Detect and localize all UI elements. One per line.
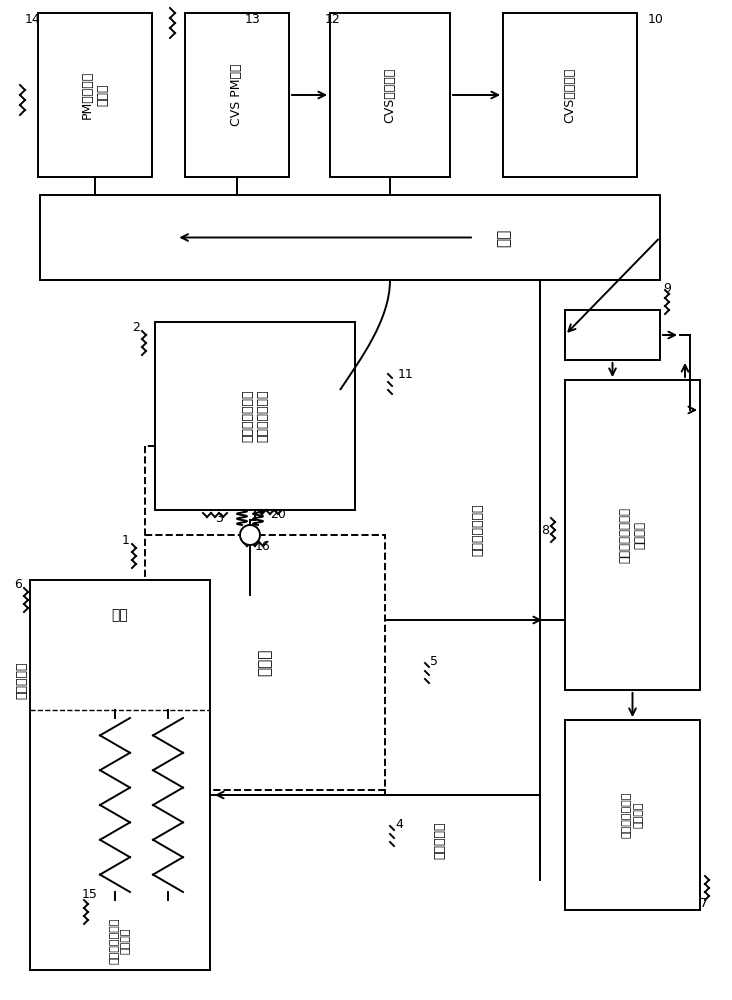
Circle shape — [240, 525, 260, 545]
Text: 5: 5 — [430, 655, 438, 668]
Text: 13: 13 — [245, 13, 261, 26]
Text: 原始发动机排气: 原始发动机排气 — [471, 504, 485, 556]
Text: 16: 16 — [255, 540, 271, 554]
Text: 部分流稀释连续和
分批采样: 部分流稀释连续和 分批采样 — [619, 507, 646, 563]
Bar — [565, 310, 660, 360]
Text: 11: 11 — [398, 368, 414, 381]
Text: 9: 9 — [663, 282, 671, 295]
Text: 发动机: 发动机 — [258, 649, 272, 676]
Text: 润滑、燃射和发
动机附件: 润滑、燃射和发 动机附件 — [109, 918, 131, 964]
Bar — [565, 380, 700, 690]
Text: CVS PM采样: CVS PM采样 — [231, 64, 244, 126]
Text: 工作输入和输出
（例如测功机）: 工作输入和输出 （例如测功机） — [241, 390, 269, 442]
Text: 3: 3 — [215, 512, 223, 524]
Text: 发动机进气: 发动机进气 — [433, 821, 447, 859]
Text: 6: 6 — [14, 578, 22, 591]
Bar — [155, 322, 355, 510]
Bar — [38, 13, 152, 177]
Bar — [503, 13, 637, 177]
Text: 14: 14 — [25, 13, 41, 26]
Text: 12: 12 — [325, 13, 341, 26]
Text: 7: 7 — [700, 897, 708, 910]
Text: 15: 15 — [82, 888, 98, 901]
Text: 1: 1 — [122, 534, 130, 547]
Bar — [565, 720, 700, 910]
Bar — [145, 535, 385, 790]
Text: 燃料: 燃料 — [111, 608, 128, 622]
Text: 原始排气连续和
分批采样: 原始排气连续和 分批采样 — [621, 792, 643, 838]
Bar — [30, 580, 210, 970]
Text: 8: 8 — [541, 524, 549, 536]
Text: CVS分批采样: CVS分批采样 — [564, 67, 577, 123]
Bar — [40, 195, 660, 280]
Text: 4: 4 — [395, 818, 403, 831]
Text: 20: 20 — [270, 508, 286, 522]
Text: 操作者要求: 操作者要求 — [15, 661, 29, 699]
Bar — [185, 13, 289, 177]
Text: 稀释: 稀释 — [496, 228, 512, 247]
Text: 2: 2 — [132, 321, 140, 334]
Text: CVS连续采样: CVS连续采样 — [384, 67, 397, 123]
Text: 10: 10 — [648, 13, 664, 26]
Text: PM滤波稳定
与称重: PM滤波稳定 与称重 — [81, 71, 109, 119]
Bar — [330, 13, 450, 177]
